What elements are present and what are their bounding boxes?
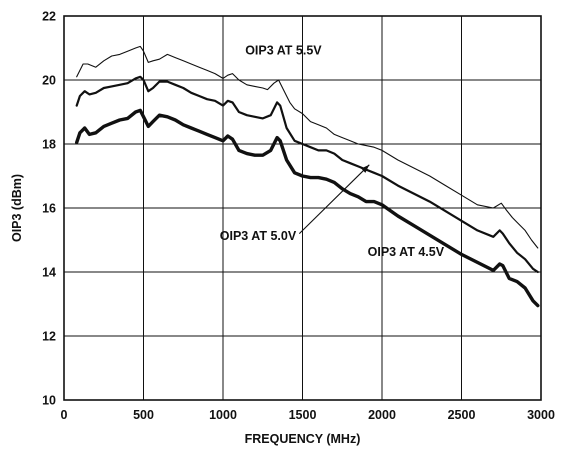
y-axis-label: OIP3 (dBm) <box>10 174 24 242</box>
tick-labels: 0 500 1000 1500 2000 2500 3000 10 12 14 16 18 20 22 <box>42 10 555 423</box>
x-tick-label: 2500 <box>448 408 476 422</box>
annotation-arrowhead <box>361 164 370 173</box>
series-line-1 <box>76 45 539 249</box>
series-annotation: OIP3 AT 5.0V <box>220 229 297 243</box>
series-line-2 <box>75 75 539 274</box>
y-tick-label: 16 <box>42 202 56 216</box>
annotation-arrow-line <box>298 164 370 234</box>
y-tick-label: 22 <box>42 10 56 24</box>
y-tick-label: 18 <box>42 138 56 152</box>
y-tick-label: 10 <box>42 394 56 408</box>
series-group <box>75 45 540 308</box>
x-tick-label: 3000 <box>527 408 555 422</box>
plot-frame <box>63 15 542 401</box>
grid <box>64 16 541 400</box>
y-tick-label: 14 <box>42 266 56 280</box>
y-tick-label: 12 <box>42 330 56 344</box>
y-tick-label: 20 <box>42 74 56 88</box>
x-tick-label: 500 <box>133 408 154 422</box>
annotations: OIP3 AT 5.5V OIP3 AT 5.0V OIP3 AT 4.5V <box>220 43 445 259</box>
series-annotation: OIP3 AT 4.5V <box>368 245 445 259</box>
x-tick-label: 1000 <box>209 408 237 422</box>
series-line-3 <box>75 108 540 308</box>
x-axis-label: FREQUENCY (MHz) <box>245 432 361 446</box>
x-tick-label: 0 <box>61 408 68 422</box>
x-tick-label: 2000 <box>368 408 396 422</box>
series-annotation: OIP3 AT 5.5V <box>245 43 322 57</box>
x-tick-label: 1500 <box>289 408 317 422</box>
